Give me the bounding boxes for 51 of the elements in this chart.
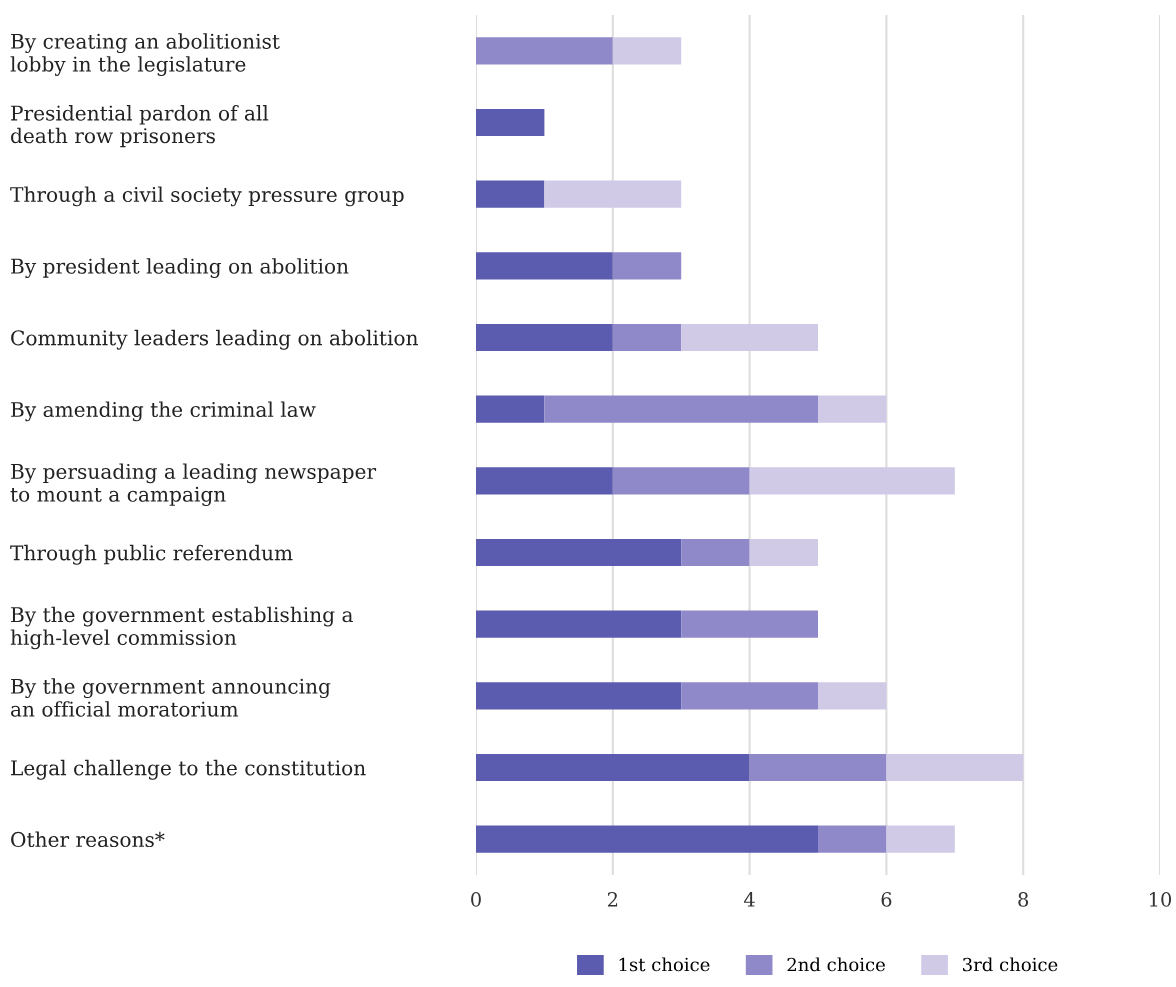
bar: [818, 825, 887, 853]
bar: [612, 37, 682, 65]
legend-label: 2nd choice: [787, 957, 885, 972]
x-tick-label: 4: [744, 892, 755, 907]
y-tick-label: By amending the criminal law: [11, 401, 316, 422]
legend-label: 3rd choice: [963, 957, 1058, 972]
bar: [476, 825, 818, 853]
bar: [476, 37, 613, 65]
bar: [476, 467, 613, 495]
y-tick-label: Through public referendum: [10, 544, 293, 565]
y-tick-label: By persuading a leading newspaper to mount a campaign: [10, 463, 377, 507]
bar: [544, 180, 682, 208]
bar: [749, 538, 818, 567]
bar: [681, 682, 818, 710]
bar: [476, 252, 613, 280]
bar: [476, 682, 682, 710]
y-tick-label: By president leading on abolition: [11, 258, 349, 278]
bar: [681, 323, 818, 352]
x-tick-label: 0: [471, 892, 481, 907]
x-tick-label: 8: [1018, 892, 1029, 907]
bar: [476, 753, 750, 782]
bar: [612, 252, 682, 280]
bar: [612, 467, 750, 495]
bar: [476, 180, 545, 208]
y-tick-label: Other reasons*: [11, 831, 165, 848]
y-tick-label: Legal challenge to the constitution: [11, 759, 366, 780]
bar: [886, 753, 1024, 782]
bar: [818, 682, 887, 710]
x-tick-label: 10: [1150, 892, 1172, 907]
bar: [749, 467, 955, 495]
bar: [749, 753, 887, 782]
y-tick-label: By creating an abolitionist lobby in the legislature: [10, 33, 280, 76]
y-tick-label: Through a civil society pressure group: [10, 186, 404, 207]
y-tick-label: Community leaders leading on abolition: [11, 329, 418, 350]
bar: [544, 395, 818, 423]
x-tick-label: 6: [881, 892, 892, 907]
bar: [886, 825, 955, 853]
y-tick-label: Presidential pardon of all death row prisoners: [11, 105, 269, 148]
bar: [476, 395, 545, 423]
legend-label: 1st choice: [619, 957, 710, 972]
x-tick-label: 2: [607, 892, 618, 907]
bar: [476, 108, 545, 137]
y-tick-label: By the government establishing a high-level commission: [10, 606, 353, 650]
bar: [476, 323, 613, 352]
bar: [681, 538, 750, 567]
bar: [476, 610, 682, 638]
bar: [476, 538, 682, 567]
bar: [818, 395, 887, 423]
bar: [681, 610, 818, 638]
bar: [612, 323, 682, 352]
y-tick-label: By the government announcing an official moratorium: [11, 678, 331, 717]
